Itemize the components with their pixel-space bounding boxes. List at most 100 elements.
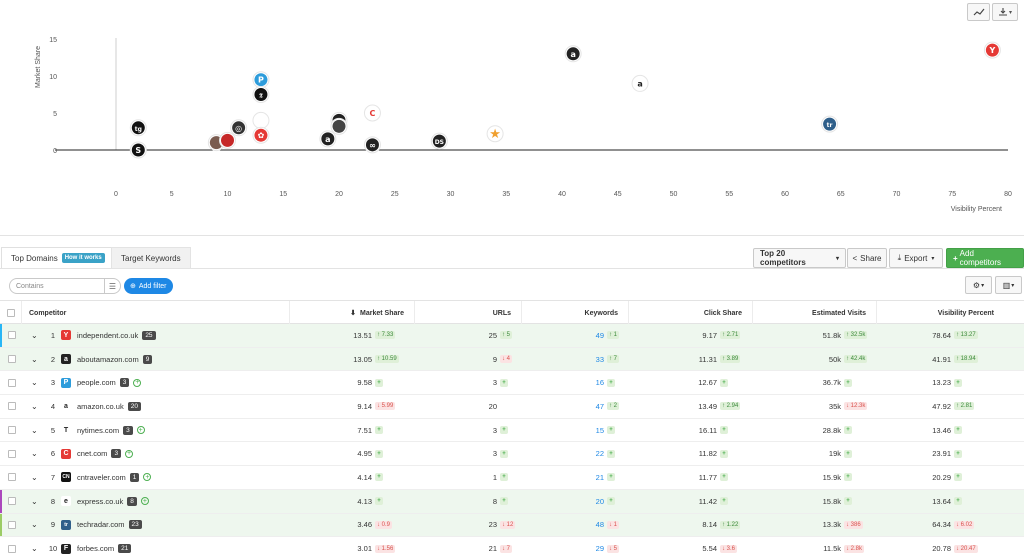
table-row[interactable]: ⌄ 6 C cnet.com 3 + 4.95 + 3 + 22: [0, 442, 1024, 467]
col-click-share[interactable]: Click Share: [629, 301, 753, 325]
expand-chevron-icon[interactable]: ⌄: [31, 449, 38, 459]
competitor-domain[interactable]: people.com: [77, 378, 116, 388]
row-checkbox-cell[interactable]: [8, 395, 16, 418]
keywords-value[interactable]: 15: [595, 425, 604, 435]
competitor-domain[interactable]: cntraveler.com: [77, 472, 126, 482]
expand-chevron-icon[interactable]: ⌄: [31, 520, 38, 530]
row-checkbox[interactable]: [8, 520, 16, 529]
sliders-icon: ⚙: [972, 280, 981, 290]
expand-chevron-icon[interactable]: ⌄: [31, 425, 38, 435]
row-checkbox-cell[interactable]: [8, 371, 16, 394]
site-favicon-icon: e: [61, 496, 71, 507]
expand-chevron-icon[interactable]: ⌄: [31, 401, 38, 411]
add-filter-button[interactable]: ⊕ Add filter: [124, 278, 173, 294]
table-row[interactable]: ⌄ 1 Y independent.co.uk 25 13.51 ↑ 7.33 2…: [0, 324, 1024, 348]
keywords-value[interactable]: 33: [595, 354, 604, 364]
competitor-domain[interactable]: cnet.com: [77, 449, 108, 459]
row-checkbox-cell[interactable]: [8, 348, 16, 371]
competitor-domain[interactable]: express.co.uk: [77, 496, 124, 506]
table-row[interactable]: ⌄ 3 P people.com 3 + 9.58 + 3 + 16: [0, 371, 1024, 396]
download-icon[interactable]: ▾: [992, 3, 1018, 21]
click-share-cell: 11.31 ↑ 3.89: [629, 348, 753, 371]
row-checkbox[interactable]: [8, 544, 16, 553]
keywords-value[interactable]: 16: [595, 378, 604, 388]
urls-change-badge: +: [500, 497, 508, 506]
row-checkbox[interactable]: [8, 473, 16, 482]
row-checkbox-cell[interactable]: [8, 514, 16, 537]
row-checkbox[interactable]: [8, 355, 16, 364]
add-competitor-icon[interactable]: +: [143, 473, 152, 482]
row-checkbox-cell[interactable]: [8, 490, 16, 513]
share-button[interactable]: < Share: [847, 248, 887, 268]
select-all-checkbox-cell[interactable]: [0, 301, 22, 325]
list-icon[interactable]: ☰: [104, 279, 120, 293]
row-checkbox-cell[interactable]: [8, 419, 16, 442]
visibility-percent-change-badge: ↑ 2.81: [954, 402, 975, 411]
row-checkbox-cell[interactable]: [8, 466, 16, 489]
keywords-value[interactable]: 21: [595, 472, 604, 482]
contains-filter-input[interactable]: Contains ☰: [9, 278, 121, 294]
keywords-value[interactable]: 49: [595, 330, 604, 340]
row-checkbox[interactable]: [8, 378, 16, 387]
columns-button[interactable]: ▥ ▾: [995, 276, 1022, 294]
col-urls[interactable]: URLs: [415, 301, 522, 325]
row-checkbox[interactable]: [8, 426, 16, 435]
col-competitor[interactable]: Competitor: [22, 301, 290, 325]
col-market-share[interactable]: ⬇ Market Share: [290, 301, 415, 325]
add-competitors-button[interactable]: + Add competitors: [946, 248, 1024, 268]
row-checkbox-cell[interactable]: [8, 324, 16, 347]
url-count-badge: 23: [128, 520, 142, 530]
expand-chevron-icon[interactable]: ⌄: [31, 496, 38, 506]
settings-sliders-button[interactable]: ⚙ ▾: [965, 276, 992, 294]
row-checkbox[interactable]: [8, 402, 16, 411]
col-estimated-visits[interactable]: Estimated Visits: [753, 301, 877, 325]
scatter-point-ring: [486, 125, 504, 143]
expand-chevron-icon[interactable]: ⌄: [31, 354, 38, 364]
table-row[interactable]: ⌄ 9 tr techradar.com 23 3.46 ↓ 0.9 23 ↓ 1…: [0, 513, 1024, 538]
col-visibility-percent[interactable]: Visibility Percent: [877, 301, 1024, 325]
click-share-change-badge: ↑ 2.94: [720, 402, 741, 411]
line-chart-icon[interactable]: [967, 3, 990, 21]
chevron-down-icon: ▾: [931, 255, 935, 262]
expand-chevron-icon[interactable]: ⌄: [31, 472, 38, 482]
table-row[interactable]: ⌄ 8 e express.co.uk 8 + 4.13 + 8 + 20: [0, 489, 1024, 514]
table-row[interactable]: ⌄ 7 CN cntraveler.com 1 + 4.14 + 1 + 21: [0, 466, 1024, 490]
add-competitor-icon[interactable]: +: [133, 378, 142, 387]
tab-target-keywords[interactable]: Target Keywords: [111, 247, 191, 268]
keywords-value[interactable]: 48: [595, 520, 604, 530]
row-checkbox-cell[interactable]: [8, 442, 16, 465]
expand-chevron-icon[interactable]: ⌄: [31, 330, 38, 340]
how-it-works-badge[interactable]: How it works: [61, 253, 105, 263]
add-competitor-icon[interactable]: +: [140, 497, 149, 506]
click-share-change-badge: ↑ 1.22: [720, 520, 741, 529]
add-competitor-icon[interactable]: +: [136, 426, 145, 435]
competitor-domain[interactable]: techradar.com: [77, 520, 125, 530]
keywords-value[interactable]: 22: [595, 449, 604, 459]
row-checkbox[interactable]: [8, 497, 16, 506]
row-checkbox-cell[interactable]: [8, 537, 16, 559]
row-checkbox[interactable]: [8, 331, 16, 340]
x-tick-label: 40: [558, 191, 566, 198]
competitor-domain[interactable]: nytimes.com: [77, 425, 120, 435]
competitor-domain[interactable]: independent.co.uk: [77, 330, 139, 340]
select-all-checkbox[interactable]: [6, 309, 15, 317]
keywords-value[interactable]: 29: [595, 544, 604, 554]
competitors-dropdown[interactable]: Top 20 competitors ▾: [753, 248, 846, 268]
table-row[interactable]: ⌄ 2 a aboutamazon.com 9 13.05 ↑ 10.59 9 ↓…: [0, 347, 1024, 372]
tab-top-domains[interactable]: Top Domains How it works: [1, 247, 115, 268]
row-checkbox[interactable]: [8, 449, 16, 458]
competitor-domain[interactable]: amazon.co.uk: [77, 401, 124, 411]
competitor-domain[interactable]: aboutamazon.com: [77, 354, 139, 364]
col-keywords[interactable]: Keywords: [522, 301, 629, 325]
export-button[interactable]: ⤓ Export ▾: [889, 248, 943, 268]
competitor-domain[interactable]: forbes.com: [77, 544, 115, 554]
table-row[interactable]: ⌄ 10 F forbes.com 21 3.01 ↓ 1.56 21 ↓ 7 2…: [0, 537, 1024, 559]
click-share-change-badge: +: [720, 473, 728, 482]
expand-chevron-icon[interactable]: ⌄: [31, 544, 38, 554]
keywords-value[interactable]: 47: [595, 401, 604, 411]
add-competitor-icon[interactable]: +: [125, 449, 134, 458]
keywords-value[interactable]: 20: [595, 496, 604, 506]
expand-chevron-icon[interactable]: ⌄: [31, 378, 38, 388]
table-row[interactable]: ⌄ 4 a amazon.co.uk 20 9.14 ↓ 5.99 20 47: [0, 395, 1024, 419]
table-row[interactable]: ⌄ 5 T nytimes.com 3 + 7.51 + 3 + 15: [0, 419, 1024, 443]
